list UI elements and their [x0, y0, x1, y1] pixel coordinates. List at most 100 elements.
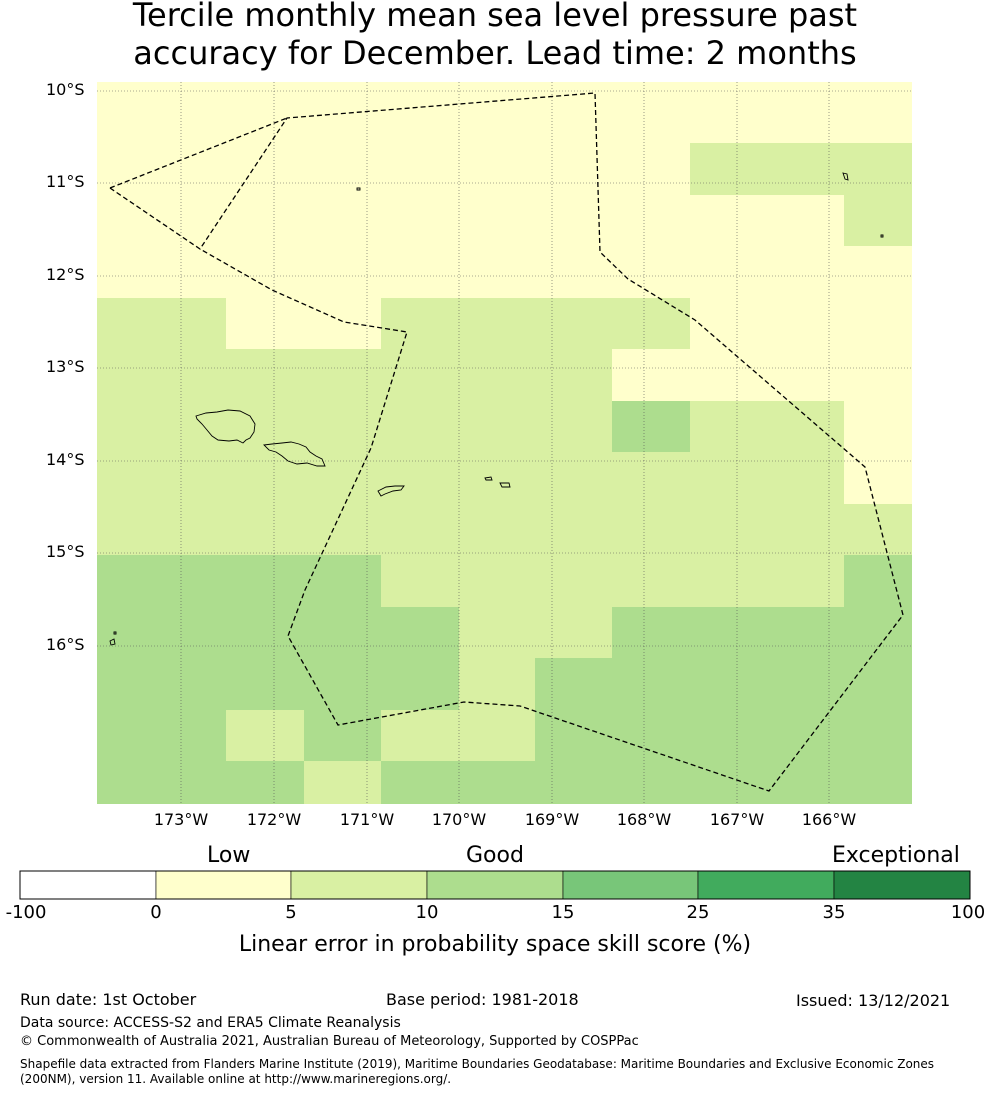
skill-cell: [535, 143, 612, 195]
skill-cell: [690, 452, 844, 504]
skill-cell: [381, 504, 459, 555]
skill-cell: [844, 246, 912, 298]
issued-date: Issued: 13/12/2021: [796, 991, 951, 1010]
colorbar-category-good: Good: [466, 843, 524, 868]
skill-cell: [304, 195, 381, 246]
skill-cell: [304, 143, 381, 195]
skill-cell: [535, 710, 612, 761]
skill-cell: [612, 658, 690, 710]
skill-cell: [844, 401, 912, 452]
skill-cell: [459, 143, 535, 195]
skill-cell: [459, 82, 535, 143]
skill-cell: [226, 82, 304, 143]
skill-cell: [304, 298, 381, 349]
skill-cell: [304, 82, 381, 143]
skill-cell: [612, 710, 690, 761]
colorbar-category-low: Low: [207, 843, 251, 868]
skill-cell: [226, 195, 304, 246]
skill-cell: [844, 298, 912, 349]
base-period: Base period: 1981-2018: [386, 990, 579, 1009]
colorbar-segment: [833, 870, 971, 900]
skill-cell: [381, 143, 459, 195]
skill-cell: [97, 82, 226, 143]
skill-cell: [612, 401, 690, 452]
skill-cell: [226, 246, 304, 298]
skill-cell: [226, 710, 304, 761]
copyright: © Commonwealth of Australia 2021, Austra…: [20, 1034, 639, 1049]
skill-cell: [690, 246, 844, 298]
skill-cell: [690, 143, 844, 195]
skill-cell: [612, 349, 690, 401]
colorbar-tick-label: 100: [950, 902, 986, 923]
colorbar-segment: [697, 870, 835, 900]
skill-cell: [226, 504, 304, 555]
skill-cell: [304, 555, 381, 607]
longitude-label: 170°W: [431, 810, 487, 829]
map-title: Tercile monthly mean sea level pressure …: [0, 0, 990, 72]
skill-cell: [612, 246, 690, 298]
skill-cell: [612, 298, 690, 349]
skill-cell: [844, 658, 912, 710]
shapefile-credit: Shapefile data extracted from Flanders M…: [20, 1057, 935, 1086]
skill-cell: [97, 143, 226, 195]
colorbar-tick-label: 35: [822, 902, 846, 923]
skill-cell: [844, 710, 912, 761]
futuna-dot: [113, 631, 117, 635]
latitude-label: 15°S: [46, 542, 85, 561]
skill-cell: [690, 349, 844, 401]
skill-cell: [690, 401, 844, 452]
map-title-line2: accuracy for December. Lead time: 2 mont…: [133, 34, 857, 72]
skill-cell: [97, 658, 226, 710]
colorbar-segment: [19, 870, 157, 900]
skill-cell: [844, 555, 912, 607]
colorbar-segment: [155, 870, 292, 900]
skill-cell: [535, 452, 612, 504]
skill-cell: [535, 761, 612, 804]
skill-cell: [381, 82, 459, 143]
skill-cell: [459, 504, 535, 555]
skill-cell: [459, 298, 535, 349]
swains-island: [356, 187, 361, 191]
colorbar-category-exceptional: Exceptional: [832, 843, 960, 868]
skill-cell: [612, 504, 690, 555]
skill-cell: [304, 504, 381, 555]
latitude-label: 16°S: [46, 635, 85, 654]
tutuila-island: [377, 485, 405, 497]
skill-cell: [381, 658, 459, 710]
skill-grid: [97, 82, 912, 804]
skill-cell: [459, 349, 535, 401]
skill-cell: [226, 607, 304, 658]
skill-cell: [844, 82, 912, 143]
skill-cell: [304, 452, 381, 504]
skill-cell: [690, 658, 844, 710]
skill-cell: [381, 298, 459, 349]
savaii-island: [263, 441, 326, 467]
skill-cell: [226, 555, 304, 607]
skill-cell: [381, 710, 459, 761]
skill-cell: [612, 143, 690, 195]
skill-cell: [381, 761, 459, 804]
skill-cell: [97, 555, 226, 607]
skill-cell: [226, 452, 304, 504]
latitude-label: 10°S: [46, 80, 85, 99]
skill-cell: [304, 710, 381, 761]
skill-cell: [690, 555, 844, 607]
skill-cell: [304, 761, 381, 804]
skill-cell: [97, 195, 226, 246]
run-date: Run date: 1st October: [20, 990, 197, 1009]
longitude-label: 171°W: [339, 810, 395, 829]
ofu-island: [484, 476, 493, 481]
map-area: 10°S 11°S 12°S 13°S 14°S 15°S 16°S 173°W 172°W 1…: [46, 80, 912, 829]
skill-cell: [381, 195, 459, 246]
colorbar-segment: [426, 870, 564, 900]
skill-cell: [690, 504, 844, 555]
skill-cell: [690, 298, 844, 349]
skill-cell: [459, 607, 535, 658]
skill-cell: [381, 349, 459, 401]
skill-cell: [535, 401, 612, 452]
tokelau-atoll-a: [842, 172, 849, 181]
latitude-label: 14°S: [46, 450, 85, 469]
skill-cell: [535, 82, 612, 143]
skill-cell: [459, 555, 535, 607]
longitude-label: 172°W: [246, 810, 302, 829]
